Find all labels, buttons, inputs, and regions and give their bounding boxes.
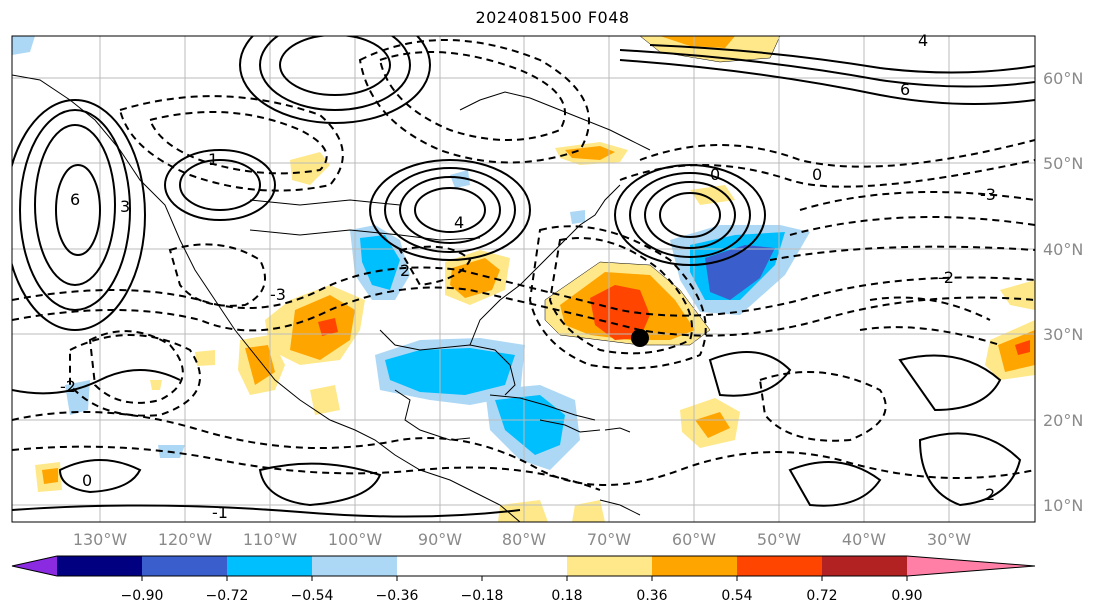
lon-label: 80°W — [502, 530, 546, 549]
contour-label: 1 — [208, 150, 218, 169]
contour-label: 2 — [400, 261, 410, 280]
contour-label: 6 — [70, 190, 80, 209]
lon-label: 70°W — [587, 530, 631, 549]
contour-label: 4 — [918, 31, 928, 50]
colorbar-segment — [57, 556, 142, 576]
colorbar-segment — [737, 556, 822, 576]
lon-label: 90°W — [418, 530, 462, 549]
colorbar-segment — [142, 556, 227, 576]
colorbar-tick-label: 0.36 — [636, 588, 667, 604]
solid-contours — [12, 36, 1035, 518]
colorbar-tick-label: 0.54 — [721, 588, 752, 604]
colorbar-tick-label: −0.36 — [376, 588, 419, 604]
dashed-contours — [12, 39, 1035, 491]
contour-label: -3 — [270, 285, 286, 304]
contour-label: 4 — [454, 213, 464, 232]
colorbar-segment — [567, 556, 652, 576]
contour-label: -2 — [938, 268, 954, 287]
contour-label: 2 — [985, 485, 995, 504]
latitude-labels: 60°N 50°N 40°N 30°N 20°N 10°N — [1043, 69, 1083, 515]
contour-label: 3 — [120, 197, 130, 216]
storm-center-marker — [631, 329, 649, 347]
colorbar-tick-label: 0.18 — [551, 588, 582, 604]
colorbar-tick-label: 0.72 — [806, 588, 837, 604]
lat-label: 50°N — [1043, 154, 1083, 173]
contour-label: 0 — [812, 165, 822, 184]
lon-label: 110°W — [243, 530, 298, 549]
coastlines — [12, 74, 651, 522]
colorbar-tick-label: 0.90 — [891, 588, 922, 604]
gridlines — [12, 36, 1035, 522]
lat-label: 30°N — [1043, 325, 1083, 344]
shade-blue-topleft — [12, 36, 35, 55]
colorbar-ticks — [141, 576, 908, 581]
colorbar-segment — [822, 556, 907, 576]
lat-label: 10°N — [1043, 496, 1083, 515]
colorbar-segment — [227, 556, 312, 576]
map-content — [12, 36, 1035, 522]
contour-label: -3 — [980, 185, 996, 204]
lon-label: 100°W — [328, 530, 383, 549]
contour-label: 0 — [710, 165, 720, 184]
colorbar-outline — [11, 555, 1036, 577]
lat-label: 20°N — [1043, 411, 1083, 430]
colorbar-segment — [652, 556, 737, 576]
colorbar-tick-label: −0.72 — [206, 588, 249, 604]
contour-labels: 6 3 6 4 -3 -2 0 0 -1 -2 4 0 2 2 -3 1 — [60, 31, 996, 522]
colorbar-tick-label: −0.54 — [291, 588, 334, 604]
colorbar-segment — [312, 556, 397, 576]
lon-label: 50°W — [757, 530, 801, 549]
lon-label: 120°W — [158, 530, 213, 549]
lon-label: 60°W — [672, 530, 716, 549]
colorbar-segment — [397, 556, 567, 576]
shade-orange-north — [660, 36, 735, 48]
lon-label: 40°W — [842, 530, 886, 549]
contour-label: 0 — [82, 471, 92, 490]
map-frame — [11, 35, 1036, 523]
contour-label: 6 — [900, 80, 910, 99]
shade-yellow-greatlakes — [290, 152, 330, 185]
lon-label: 30°W — [927, 530, 971, 549]
contour-label: -2 — [60, 377, 76, 396]
lon-label: 130°W — [73, 530, 128, 549]
colorbar-tick-label: −0.90 — [121, 588, 164, 604]
colorbar-extend-right — [907, 556, 1035, 576]
shaded-fields — [12, 36, 1035, 522]
lat-label: 60°N — [1043, 69, 1083, 88]
lat-label: 40°N — [1043, 240, 1083, 259]
colorbar-extend-left — [12, 556, 57, 576]
longitude-labels: 130°W 120°W 110°W 100°W 90°W 80°W 70°W 6… — [73, 530, 971, 549]
contour-label: -1 — [212, 503, 228, 522]
map-title: 2024081500 F048 — [475, 8, 630, 27]
colorbar: −0.90 −0.72 −0.54 −0.36 −0.18 0.18 0.36 … — [11, 555, 1036, 604]
colorbar-tick-label: −0.18 — [461, 588, 504, 604]
